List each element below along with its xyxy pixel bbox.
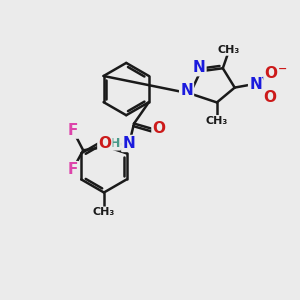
Text: −: −: [278, 64, 287, 74]
Text: N: N: [180, 83, 193, 98]
Text: O: O: [265, 66, 278, 81]
Text: +: +: [261, 73, 270, 83]
Text: CH₃: CH₃: [93, 207, 115, 218]
Text: CH₃: CH₃: [217, 45, 239, 55]
Text: H: H: [110, 137, 120, 150]
Text: F: F: [68, 123, 78, 138]
Text: N: N: [122, 136, 135, 151]
Text: O: O: [152, 122, 166, 136]
Text: F: F: [68, 162, 78, 177]
Text: N: N: [193, 60, 206, 75]
Text: N: N: [249, 77, 262, 92]
Text: CH₃: CH₃: [206, 116, 228, 126]
Text: O: O: [263, 90, 276, 105]
Text: O: O: [98, 136, 111, 151]
